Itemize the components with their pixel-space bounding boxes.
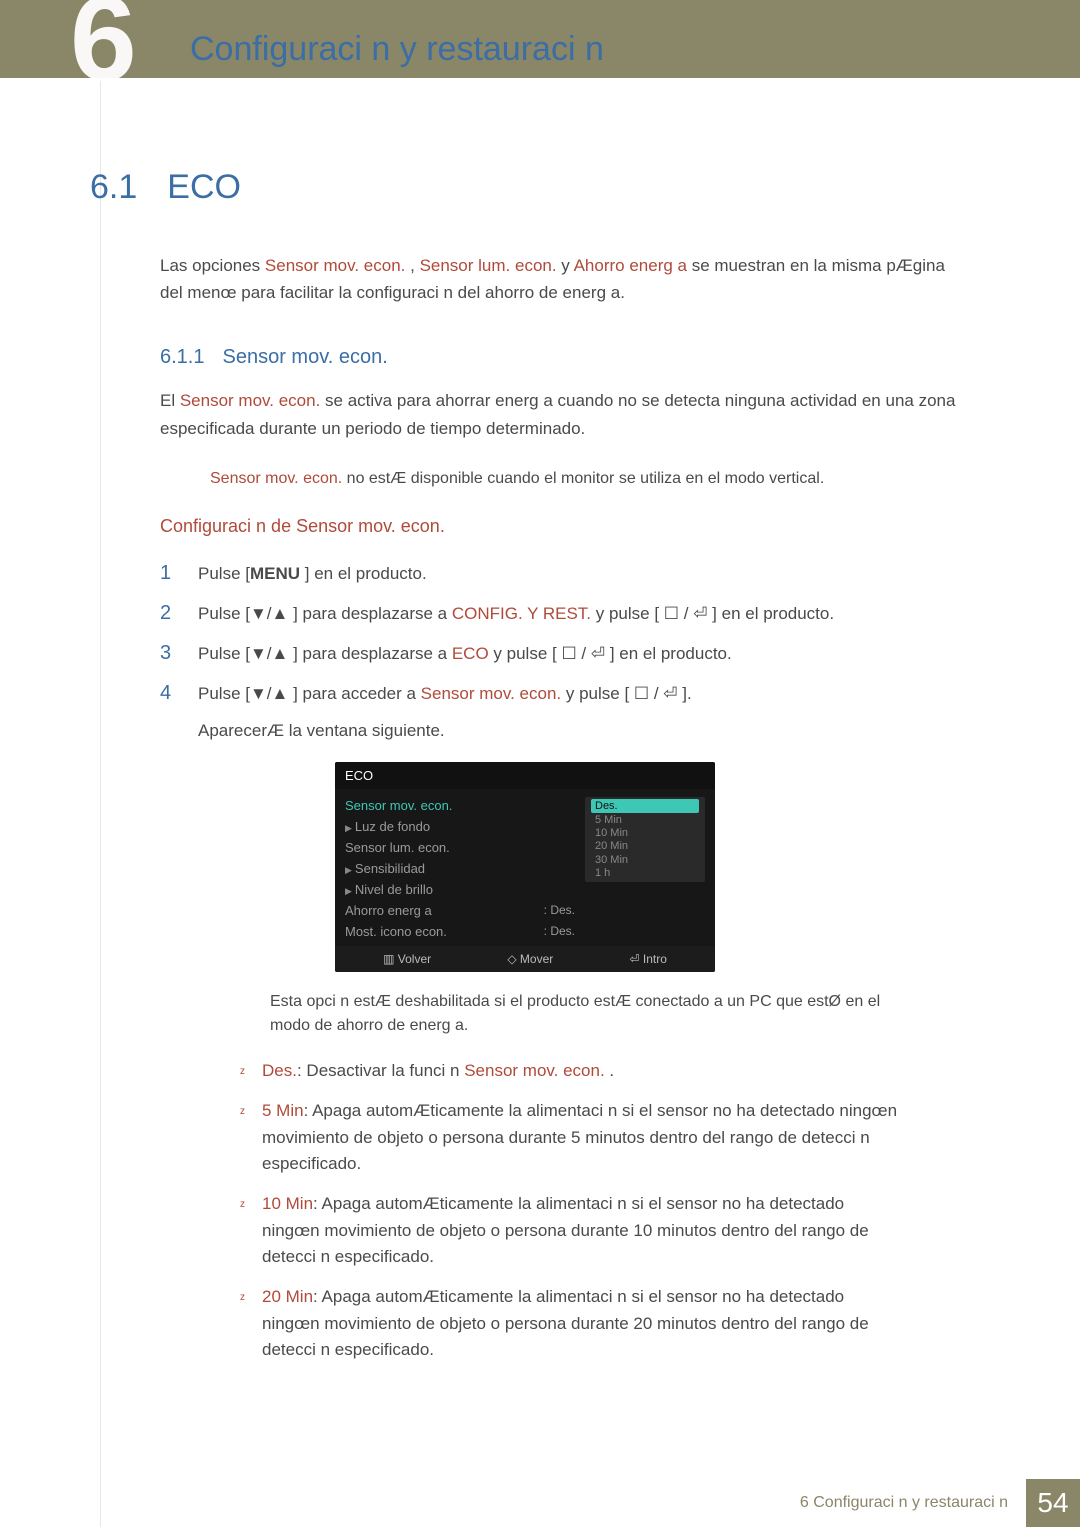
osd-menu-label: Ahorro energ a — [345, 903, 544, 918]
osd-title: ECO — [335, 762, 715, 789]
subsection-heading: 6.1.1 Sensor mov. econ. — [160, 346, 960, 369]
note-vertical-mode: Sensor mov. econ. no estÆ disponible cua… — [210, 470, 960, 488]
bullet-body: 10 Min: Apaga automÆticamente la aliment… — [262, 1191, 900, 1270]
bullet-body: 5 Min: Apaga automÆticamente la alimenta… — [262, 1098, 900, 1177]
osd-dropdown-option: 20 Min — [591, 840, 699, 853]
config-heading: Configuraci n de Sensor mov. econ. — [160, 516, 960, 537]
footer-chapter-text: 6 Configuraci n y restauraci n — [800, 1494, 1008, 1512]
bullet-dot-icon: z — [240, 1290, 250, 1363]
keyword-sensor-lum: Sensor lum. econ. — [420, 256, 557, 275]
osd-menu-row: Most. icono econ.: Des. — [335, 921, 585, 942]
osd-menu-row: ▶Sensibilidad — [335, 858, 585, 879]
section-title: ECO — [167, 168, 241, 207]
osd-dropdown-option: 5 Min — [591, 814, 699, 827]
subsection-title: Sensor mov. econ. — [222, 346, 387, 369]
osd-footer-volver: ▥ Volver — [383, 952, 431, 966]
osd-menu-row: ▶Nivel de brillo — [335, 879, 585, 900]
bullet-dot-icon: z — [240, 1064, 250, 1084]
step-body: Pulse [▼/▲ ] para desplazarse a ECO y pu… — [198, 640, 960, 667]
osd-menu-label: ▶Luz de fondo — [345, 819, 575, 834]
osd-dropdown-option: 1 h — [591, 867, 699, 880]
osd-menu-label: ▶Sensibilidad — [345, 861, 575, 876]
osd-menu-row: Ahorro energ a: Des. — [335, 900, 585, 921]
footer-page-number: 54 — [1026, 1479, 1080, 1527]
osd-dropdown-option: 30 Min — [591, 854, 699, 867]
osd-menu-label: Most. icono econ. — [345, 924, 544, 939]
osd-menu-row: Sensor lum. econ. — [335, 837, 585, 858]
option-bullet: z10 Min: Apaga automÆticamente la alimen… — [240, 1191, 900, 1270]
osd-screenshot: ECO Sensor mov. econ. ▶Luz de fondo Sensor… — [335, 762, 715, 972]
osd-menu-value: : Des. — [544, 903, 575, 917]
step-body: Pulse [▼/▲ ] para desplazarse a CONFIG. … — [198, 600, 960, 627]
step-number: 3 — [160, 637, 178, 669]
osd-menu-label: Sensor lum. econ. — [345, 840, 575, 855]
subsection-number: 6.1.1 — [160, 346, 204, 369]
page-content: 6.1 ECO Las opciones Sensor mov. econ. ,… — [0, 78, 1080, 1363]
section-heading: 6.1 ECO — [90, 168, 960, 207]
osd-menu-label: ▶Nivel de brillo — [345, 882, 575, 897]
osd-menu-value: : Des. — [544, 924, 575, 938]
subsection-desc: El Sensor mov. econ. se activa para ahor… — [160, 387, 960, 441]
keyword-sensor-mov: Sensor mov. econ. — [265, 256, 405, 275]
chapter-title: Configuraci n y restauraci n — [190, 30, 604, 69]
option-bullet: z Des.: Desactivar la funci n Sensor mov.… — [240, 1058, 900, 1084]
osd-dropdown-selected: Des. — [591, 799, 699, 813]
keyword-ahorro: Ahorro energ a — [574, 256, 687, 275]
intro-paragraph: Las opciones Sensor mov. econ. , Sensor … — [160, 252, 960, 306]
step-body: Pulse [▼/▲ ] para acceder a Sensor mov. … — [198, 680, 960, 707]
step-row: 1 Pulse [MENU ] en el producto. — [160, 557, 960, 589]
step-row: 3 Pulse [▼/▲ ] para desplazarse a ECO y p… — [160, 637, 960, 669]
bullet-body: 20 Min: Apaga automÆticamente la aliment… — [262, 1284, 900, 1363]
section-number: 6.1 — [90, 168, 137, 207]
disabled-note: Esta opci n estÆ deshabilitada si el pro… — [270, 990, 900, 1038]
chapter-banner: 6 Configuraci n y restauraci n — [0, 0, 1080, 78]
page-footer: 6 Configuraci n y restauraci n 54 — [0, 1479, 1080, 1527]
osd-menu-row: ▶Luz de fondo — [335, 816, 585, 837]
step-body: Pulse [MENU ] en el producto. — [198, 560, 960, 587]
bullet-body: Des.: Desactivar la funci n Sensor mov. … — [262, 1058, 900, 1084]
bullet-dot-icon: z — [240, 1197, 250, 1270]
after-step-text: AparecerÆ la ventana siguiente. — [160, 717, 960, 744]
osd-dropdown-option: 10 Min — [591, 827, 699, 840]
step-number: 2 — [160, 597, 178, 629]
step-row: 4 Pulse [▼/▲ ] para acceder a Sensor mov.… — [160, 677, 960, 709]
step-row: 2 Pulse [▼/▲ ] para desplazarse a CONFIG.… — [160, 597, 960, 629]
option-bullet: z5 Min: Apaga automÆticamente la aliment… — [240, 1098, 900, 1177]
osd-dropdown: Des. 5 Min10 Min20 Min30 Min1 h — [585, 797, 705, 882]
osd-footer-intro: ⏎ Intro — [629, 952, 666, 966]
step-number: 1 — [160, 557, 178, 589]
osd-menu-row: Sensor mov. econ. — [335, 795, 585, 816]
osd-footer: ▥ Volver ◇ Mover ⏎ Intro — [335, 946, 715, 972]
osd-footer-mover: ◇ Mover — [507, 952, 553, 966]
osd-menu-label: Sensor mov. econ. — [345, 798, 575, 813]
bullet-dot-icon: z — [240, 1104, 250, 1177]
chapter-number-glyph: 6 — [70, 0, 137, 108]
step-number: 4 — [160, 677, 178, 709]
option-bullet: z20 Min: Apaga automÆticamente la alimen… — [240, 1284, 900, 1363]
